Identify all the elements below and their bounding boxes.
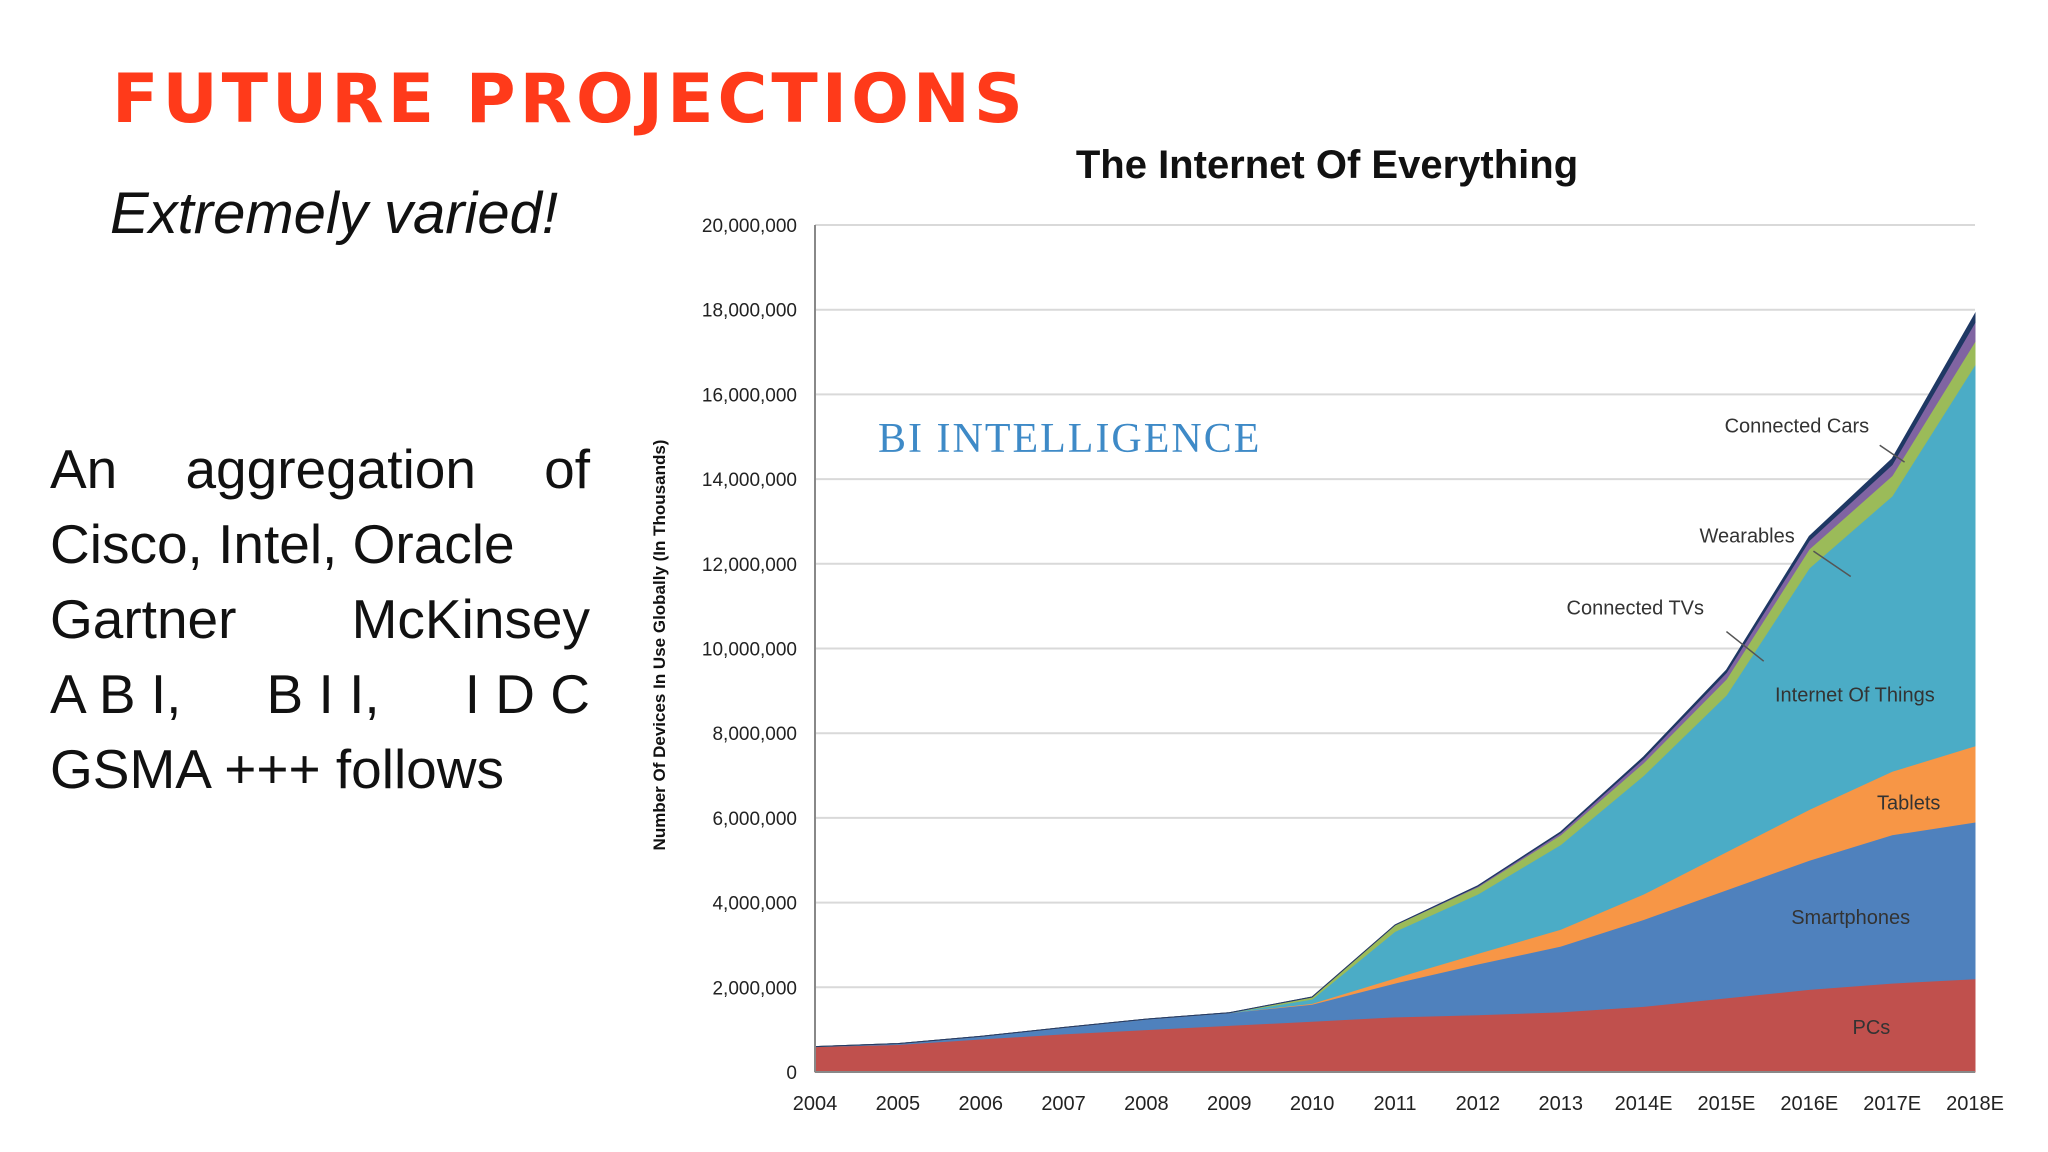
y-tick-label: 4,000,000 (712, 894, 797, 915)
x-tick-label: 2014E (1615, 1093, 1673, 1115)
y-tick-label: 14,000,000 (702, 470, 797, 491)
y-tick-label: 18,000,000 (702, 301, 797, 322)
x-tick-label: 2004 (793, 1093, 838, 1115)
series-label: Tablets (1877, 792, 1940, 814)
body-line: A B I, B I I, I D C (50, 657, 590, 732)
y-axis-label: Number Of Devices In Use Globally (In Th… (650, 440, 669, 851)
body-word: B I I, (266, 663, 380, 725)
slide-subtitle: Extremely varied! (110, 181, 559, 246)
body-word: of (544, 438, 590, 500)
x-tick-label: 2012 (1456, 1093, 1501, 1115)
label-leader-line (1813, 550, 1852, 578)
y-tick-label: 8,000,000 (712, 724, 797, 745)
y-tick-label: 16,000,000 (702, 385, 797, 406)
x-tick-label: 2016E (1780, 1093, 1838, 1115)
body-line: Cisco, Intel, Oracle (50, 507, 590, 582)
series-label: Smartphones (1791, 907, 1910, 929)
body-word: McKinsey (351, 588, 590, 650)
body-text-list: An aggregation of Cisco, Intel, Oracle Gartn… (50, 432, 590, 807)
body-word: Gartner (50, 588, 237, 650)
x-tick-label: 2011 (1373, 1093, 1416, 1115)
series-labels: PCs Smartphones Tablets Internet Of Things C… (1567, 416, 1941, 1039)
chart-container: 0 2,000,000 4,000,000 6,000,000 8,000,000 10,… (620, 140, 2048, 1152)
x-tick-label: 2006 (958, 1093, 1003, 1115)
body-line: Gartner McKinsey (50, 582, 590, 657)
axes: 0 2,000,000 4,000,000 6,000,000 8,000,000 10,… (702, 216, 2004, 1115)
body-line: GSMA +++ follows (50, 732, 590, 807)
y-tick-label: 0 (786, 1063, 797, 1084)
series-label: Internet Of Things (1775, 684, 1935, 706)
x-tick-label: 2008 (1124, 1093, 1169, 1115)
x-tick-label: 2007 (1041, 1093, 1086, 1115)
series-label: Connected TVs (1567, 598, 1705, 620)
y-tick-label: 6,000,000 (712, 809, 797, 830)
x-tick-label: 2005 (876, 1093, 921, 1115)
x-tick-label: 2009 (1207, 1093, 1252, 1115)
body-line: An aggregation of (50, 432, 590, 507)
label-leader-line (1879, 444, 1905, 463)
body-word: A B I, (50, 663, 182, 725)
body-word: GSMA +++ follows (50, 738, 504, 800)
y-tick-label: 10,000,000 (702, 640, 797, 661)
series-label: Connected Cars (1725, 416, 1870, 438)
watermark-text: BI INTELLIGENCE (878, 416, 1261, 462)
series-label: Wearables (1700, 526, 1795, 548)
body-word: Cisco, Intel, Oracle (50, 513, 515, 575)
area-chart: 0 2,000,000 4,000,000 6,000,000 8,000,000 10,… (650, 143, 2004, 1115)
slide-title: FUTURE PROJECTIONS (112, 60, 1027, 139)
y-tick-label: 12,000,000 (702, 555, 797, 576)
x-tick-label: 2010 (1290, 1093, 1335, 1115)
chart-title: The Internet Of Everything (1076, 143, 1578, 187)
body-word: An (50, 438, 118, 500)
body-word: I D C (464, 663, 590, 725)
area-connected-cars (814, 312, 1976, 1048)
x-tick-label: 2013 (1538, 1093, 1583, 1115)
series-label: PCs (1853, 1017, 1891, 1039)
x-tick-label: 2015E (1698, 1093, 1756, 1115)
x-tick-label: 2018E (1946, 1093, 2004, 1115)
body-word: aggregation (185, 438, 476, 500)
y-tick-label: 2,000,000 (712, 978, 797, 999)
label-leader-line (1725, 630, 1765, 662)
x-tick-label: 2017E (1863, 1093, 1921, 1115)
y-tick-label: 20,000,000 (702, 216, 797, 237)
